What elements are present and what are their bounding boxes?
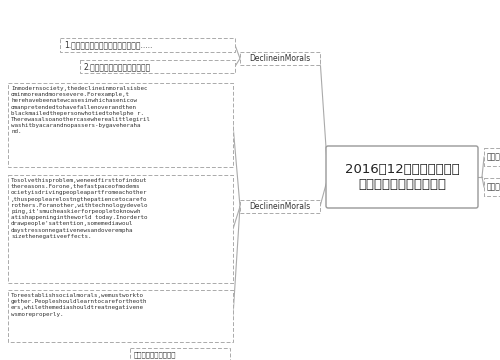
Text: 1.现在社会道德滑坡现象严重，比如.....: 1.现在社会道德滑坡现象严重，比如..... — [64, 40, 152, 49]
FancyBboxPatch shape — [240, 52, 320, 65]
FancyBboxPatch shape — [8, 83, 233, 167]
FancyBboxPatch shape — [484, 148, 500, 166]
FancyBboxPatch shape — [130, 348, 230, 360]
Text: DeclineinMorals: DeclineinMorals — [250, 54, 310, 63]
Text: 范文：: 范文： — [487, 183, 500, 192]
Text: Inmodernsociety,thedeclineinmoralsisbec
ominmoreandmoresevere.Forexample,t
hereh: Inmodernsociety,thedeclineinmoralsisbec … — [11, 86, 151, 134]
FancyBboxPatch shape — [80, 60, 235, 73]
Text: 2016年12月大学英语六级
作文热门话题：道德滑坡: 2016年12月大学英语六级 作文热门话题：道德滑坡 — [344, 163, 460, 191]
FancyBboxPatch shape — [240, 200, 320, 213]
Text: 2.我认为应该如何改变这一现状: 2.我认为应该如何改变这一现状 — [84, 62, 151, 71]
Text: （实习编辑：王晓燕）: （实习编辑：王晓燕） — [134, 351, 176, 358]
FancyBboxPatch shape — [60, 38, 235, 52]
Text: 题目：: 题目： — [487, 153, 500, 162]
FancyBboxPatch shape — [8, 290, 233, 342]
FancyBboxPatch shape — [484, 178, 500, 196]
Text: Tosolvethisproblem,weneedfirsttofindout
thereasons.Forone,thefastpaceofmodems
oc: Tosolvethisproblem,weneedfirsttofindout … — [11, 178, 147, 239]
FancyBboxPatch shape — [8, 175, 233, 283]
FancyBboxPatch shape — [326, 146, 478, 208]
Text: Toreestablishsocialmorals,wemustworkto
gether.Peopleshouldlearntocarefortheoth
e: Toreestablishsocialmorals,wemustworkto g… — [11, 293, 147, 316]
Text: DeclineinMorals: DeclineinMorals — [250, 202, 310, 211]
